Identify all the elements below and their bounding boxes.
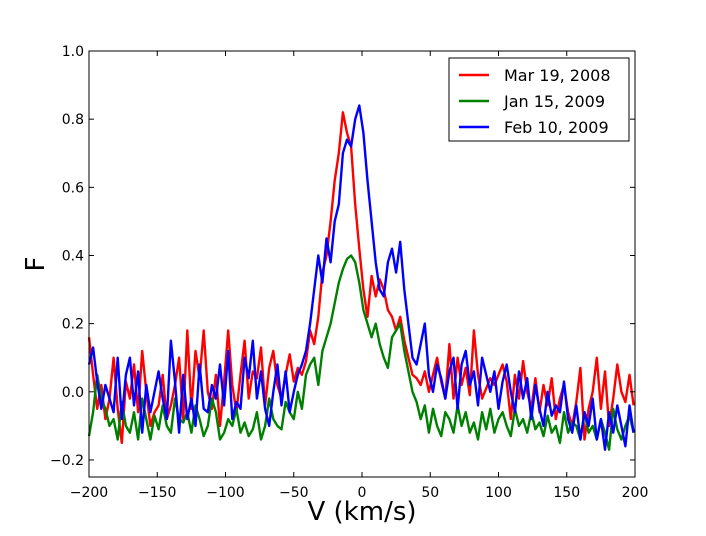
x-tick-label: 150 (553, 485, 580, 501)
plot-area (87, 104, 635, 451)
x-tick-label: −200 (70, 485, 108, 501)
x-tick-label: 100 (485, 485, 512, 501)
x-tick-label: −150 (138, 485, 176, 501)
y-tick-label: 0.4 (62, 248, 84, 264)
x-tick-label: 200 (622, 485, 649, 501)
series-line-3 (87, 104, 635, 451)
x-axis: −200 −150 −100 −50 0 50 100 150 200 (70, 51, 649, 501)
y-axis-label: F (21, 257, 51, 272)
y-tick-label: 0.8 (62, 112, 84, 128)
x-tick-label: 0 (358, 485, 367, 501)
y-tick-label: 1.0 (62, 44, 84, 60)
legend-label-1: Mar 19, 2008 (504, 66, 611, 85)
legend: Mar 19, 2008 Jan 15, 2009 Feb 10, 2009 (448, 57, 630, 142)
y-tick-label: 0.2 (62, 317, 84, 333)
y-axis: −0.2 0.0 0.2 0.4 0.6 0.8 1.0 (50, 44, 635, 469)
y-tick-label: 0.6 (62, 180, 84, 196)
x-axis-label: V (km/s) (307, 497, 416, 527)
legend-label-2: Jan 15, 2009 (503, 92, 605, 111)
y-tick-label: −0.2 (50, 453, 84, 469)
x-tick-label: −50 (279, 485, 309, 501)
series-line-1 (87, 111, 635, 445)
x-tick-label: 50 (421, 485, 439, 501)
x-tick-label: −100 (206, 485, 244, 501)
legend-label-3: Feb 10, 2009 (504, 118, 609, 137)
y-tick-label: 0.0 (62, 385, 84, 401)
